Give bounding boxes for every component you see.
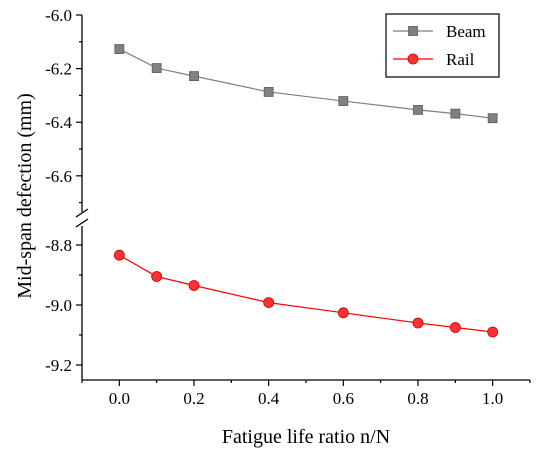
series-line-beam	[119, 48, 493, 119]
y-tick-label: -8.8	[45, 236, 72, 255]
data-point-rail	[113, 249, 125, 261]
data-point-rail	[449, 322, 461, 333]
legend-marker-beam	[408, 26, 418, 36]
data-point-beam	[263, 87, 274, 97]
y-axis-break-mark	[75, 208, 89, 218]
x-tick-label: 0.2	[183, 389, 204, 408]
data-point-beam	[151, 63, 162, 73]
series-line-rail	[119, 254, 493, 333]
y-tick-label: -6.4	[45, 113, 72, 132]
data-point-beam	[114, 44, 125, 54]
x-tick-label: 1.0	[482, 389, 503, 408]
data-point-rail	[188, 280, 200, 291]
legend-label-rail: Rail	[446, 50, 475, 69]
series-beam	[114, 44, 498, 124]
y-axis-break-mark	[75, 218, 89, 228]
legend-box	[385, 13, 500, 78]
x-tick-label: 0.8	[407, 389, 428, 408]
data-point-beam	[413, 104, 423, 115]
x-tick-label: 0.0	[109, 389, 130, 408]
y-tick-label: -6.2	[45, 60, 72, 79]
y-tick-label: -6.6	[45, 167, 72, 186]
x-axis-title: Fatigue life ratio n/N	[222, 426, 390, 448]
ticks: 0.0 0.2 0.4 0.6 0.8 1.0 -6.0 -6.2 -6.4 -6.6 -8.8 -9…	[45, 6, 531, 408]
legend-label-beam: Beam	[446, 22, 486, 41]
data-point-rail	[337, 307, 349, 319]
series-rail	[113, 249, 499, 338]
y-tick-label: -9.2	[45, 356, 72, 375]
data-point-rail	[263, 297, 275, 309]
data-point-beam	[189, 71, 199, 82]
series	[113, 44, 499, 338]
legend: Beam Rail	[385, 13, 500, 78]
data-point-beam	[487, 113, 498, 124]
data-point-beam	[450, 108, 461, 119]
data-point-rail	[412, 317, 424, 329]
x-tick-label: 0.6	[333, 389, 354, 408]
data-point-rail	[151, 271, 163, 282]
data-point-rail	[487, 326, 499, 338]
y-tick-label: -9.0	[45, 296, 72, 315]
legend-marker-rail	[407, 53, 419, 65]
y-tick-label: -6.0	[45, 6, 72, 25]
y-axis-title: Mid-span defection (mm)	[14, 93, 36, 299]
x-tick-label: 0.4	[258, 389, 280, 408]
data-point-beam	[338, 96, 349, 106]
